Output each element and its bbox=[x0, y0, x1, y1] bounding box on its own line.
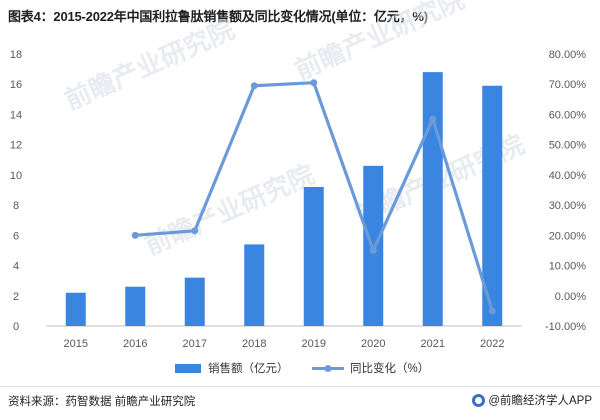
y-right-tick-label: 70.00% bbox=[549, 79, 587, 91]
x-tick-label: 2022 bbox=[480, 338, 504, 350]
y-left-tick-label: 2 bbox=[13, 291, 19, 303]
y-right-tick-label: 40.00% bbox=[549, 170, 587, 182]
x-tick-label: 2016 bbox=[123, 338, 147, 350]
line-point bbox=[131, 231, 139, 239]
y-left-tick-label: 8 bbox=[13, 200, 19, 212]
y-left-tick-label: 18 bbox=[10, 49, 22, 61]
legend: 销售额（亿元） 同比变化（%） bbox=[175, 361, 429, 375]
legend-bar-swatch bbox=[175, 364, 201, 373]
line-series bbox=[131, 79, 496, 315]
brand-logo-icon bbox=[472, 393, 486, 407]
legend-line-marker bbox=[324, 365, 332, 372]
y-right-tick-label: 50.00% bbox=[549, 140, 587, 152]
x-tick-label: 2017 bbox=[183, 338, 207, 350]
line-point bbox=[250, 82, 258, 90]
y-right-tick-label: 20.00% bbox=[549, 230, 587, 242]
source-note: 资料来源：药智数据 前瞻产业研究院 bbox=[8, 396, 196, 408]
axes: 0 2 4 6 8 10 12 14 16 18 -10.00% 0.00% 10.00% 20.00% 3… bbox=[10, 49, 586, 350]
brand-credit: @前瞻经济学人APP bbox=[472, 392, 592, 408]
bar bbox=[303, 186, 324, 326]
watermark-text: 前瞻产业研究院 bbox=[140, 159, 318, 260]
x-tick-label: 2018 bbox=[242, 338, 266, 350]
x-tick-label: 2015 bbox=[64, 338, 88, 350]
y-right-tick-label: 80.00% bbox=[549, 49, 587, 61]
y-left-tick-label: 0 bbox=[13, 321, 19, 333]
y-left-tick-label: 4 bbox=[13, 261, 19, 273]
y-right-tick-label: -10.00% bbox=[545, 321, 586, 333]
bar bbox=[244, 244, 265, 326]
x-tick-label: 2019 bbox=[302, 338, 326, 350]
watermark-layer: 前瞻产业研究院前瞻产业研究院前瞻产业研究院前瞻产业研究院 bbox=[60, 0, 528, 260]
chart-title: 图表4：2015-2022年中国利拉鲁肽销售额及同比变化情况(单位：亿元，%) bbox=[8, 9, 428, 24]
line-point bbox=[369, 246, 377, 254]
bar bbox=[422, 72, 443, 326]
line-point bbox=[310, 79, 318, 87]
bar bbox=[125, 286, 146, 326]
line-point bbox=[429, 115, 437, 123]
y-right-tick-label: 30.00% bbox=[549, 200, 587, 212]
combo-chart: 前瞻产业研究院前瞻产业研究院前瞻产业研究院前瞻产业研究院 02468101214… bbox=[10, 0, 586, 375]
line-point bbox=[191, 227, 199, 235]
legend-bar-label: 销售额（亿元） bbox=[208, 361, 289, 375]
brand-credit-label: @前瞻经济学人APP bbox=[488, 395, 592, 407]
line-point bbox=[488, 307, 496, 315]
y-left-tick-label: 16 bbox=[10, 79, 22, 91]
y-right-tick-label: 0.00% bbox=[555, 291, 586, 303]
footer: 资料来源：药智数据 前瞻产业研究院 @前瞻经济学人APP bbox=[0, 386, 600, 420]
y-left-tick-label: 10 bbox=[10, 170, 22, 182]
bar bbox=[184, 277, 205, 326]
y-left-tick-label: 12 bbox=[10, 140, 22, 152]
y-right-tick-label: 10.00% bbox=[549, 261, 587, 273]
bar bbox=[482, 85, 503, 326]
y-right-tick-label: 60.00% bbox=[549, 109, 587, 121]
watermark-text: 前瞻产业研究院 bbox=[60, 14, 238, 115]
legend-line-label: 同比变化（%） bbox=[350, 361, 429, 375]
y-left-tick-label: 14 bbox=[10, 109, 22, 121]
x-tick-label: 2021 bbox=[421, 338, 445, 350]
bar bbox=[65, 292, 86, 326]
y-left-tick-label: 6 bbox=[13, 230, 19, 242]
x-tick-label: 2020 bbox=[361, 338, 385, 350]
